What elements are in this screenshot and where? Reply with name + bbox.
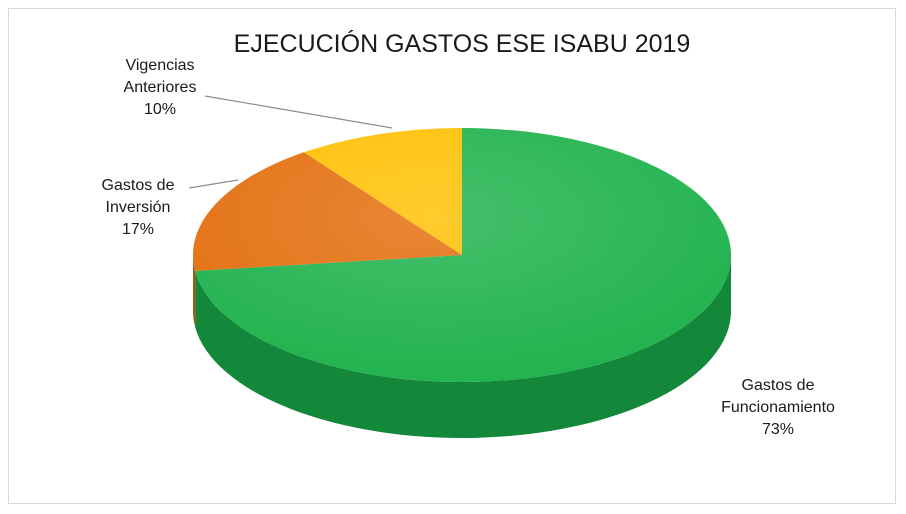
slice-label-line: Gastos de [742,377,815,394]
leader-lines [188,95,393,189]
slice-side-gastos-de-inversion [193,255,196,327]
pie-sides [193,255,731,439]
slice-percent: 10% [144,101,176,118]
leader-line-gastos-de-inversion [188,179,239,189]
slice-percent: 17% [122,221,154,238]
slice-label-line: Inversión [106,199,171,216]
pie-highlight [193,128,731,382]
leader-line-vigencias-anteriores [204,95,393,129]
slice-label-vigencias-anteriores: Vigencias Anteriores 10% [124,57,197,118]
slice-label-gastos-de-funcionamiento: Gastos de Funcionamiento 73% [721,377,835,438]
slice-label-gastos-de-inversion: Gastos de Inversión 17% [102,177,175,238]
slice-label-line: Anteriores [124,79,197,96]
slice-label-line: Funcionamiento [721,399,835,416]
slice-labels: Gastos de Funcionamiento 73% Gastos de Inver… [102,57,835,438]
slice-side-gastos-de-funcionamiento [195,255,731,439]
slice-label-line: Gastos de [102,177,175,194]
pie-slices [193,128,731,382]
chart-title: EJECUCIÓN GASTOS ESE ISABU 2019 [234,29,691,58]
slice-label-line: Vigencias [125,57,194,74]
slice-percent: 73% [762,421,794,438]
